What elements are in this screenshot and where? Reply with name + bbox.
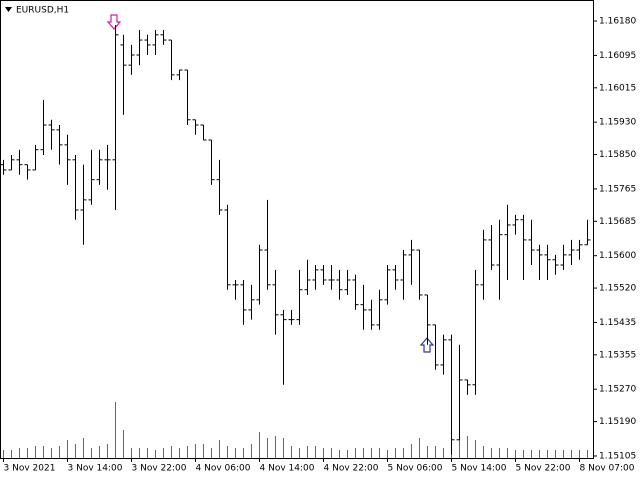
x-tick-label: 8 Nov 07:00 xyxy=(580,464,635,474)
y-tick-label: 1.15270 xyxy=(599,385,636,395)
y-tick-label: 1.15930 xyxy=(599,118,636,128)
x-tick-label: 3 Nov 2021 xyxy=(4,464,56,474)
y-tick-label: 1.15355 xyxy=(599,350,636,360)
x-tick-label: 4 Nov 06:00 xyxy=(196,464,251,474)
y-tick-label: 1.16015 xyxy=(599,83,636,93)
x-tick-label: 5 Nov 06:00 xyxy=(388,464,443,474)
chart-title: EURUSD,H1 xyxy=(16,6,69,16)
y-tick-label: 1.15190 xyxy=(599,417,636,427)
x-tick-label: 4 Nov 14:00 xyxy=(260,464,315,474)
x-tick-label: 5 Nov 22:00 xyxy=(516,464,571,474)
x-tick-label: 4 Nov 22:00 xyxy=(324,464,379,474)
x-tick-label: 3 Nov 22:00 xyxy=(132,464,187,474)
y-tick-label: 1.15685 xyxy=(599,217,636,227)
y-tick-label: 1.15600 xyxy=(599,251,636,261)
y-tick-label: 1.15850 xyxy=(599,150,636,160)
buy-arrow xyxy=(419,337,435,353)
sell-arrow xyxy=(106,14,122,30)
y-tick-label: 1.15765 xyxy=(599,184,636,194)
x-tick-label: 3 Nov 14:00 xyxy=(68,464,123,474)
symbol-menu-icon xyxy=(5,7,12,12)
y-tick-label: 1.16180 xyxy=(599,17,636,27)
y-tick-label: 1.15520 xyxy=(599,284,636,294)
plot-frame xyxy=(0,0,594,459)
y-tick-label: 1.15105 xyxy=(599,451,636,461)
y-tick-label: 1.15435 xyxy=(599,318,636,328)
x-tick-label: 5 Nov 14:00 xyxy=(452,464,507,474)
y-tick-label: 1.16095 xyxy=(599,51,636,61)
